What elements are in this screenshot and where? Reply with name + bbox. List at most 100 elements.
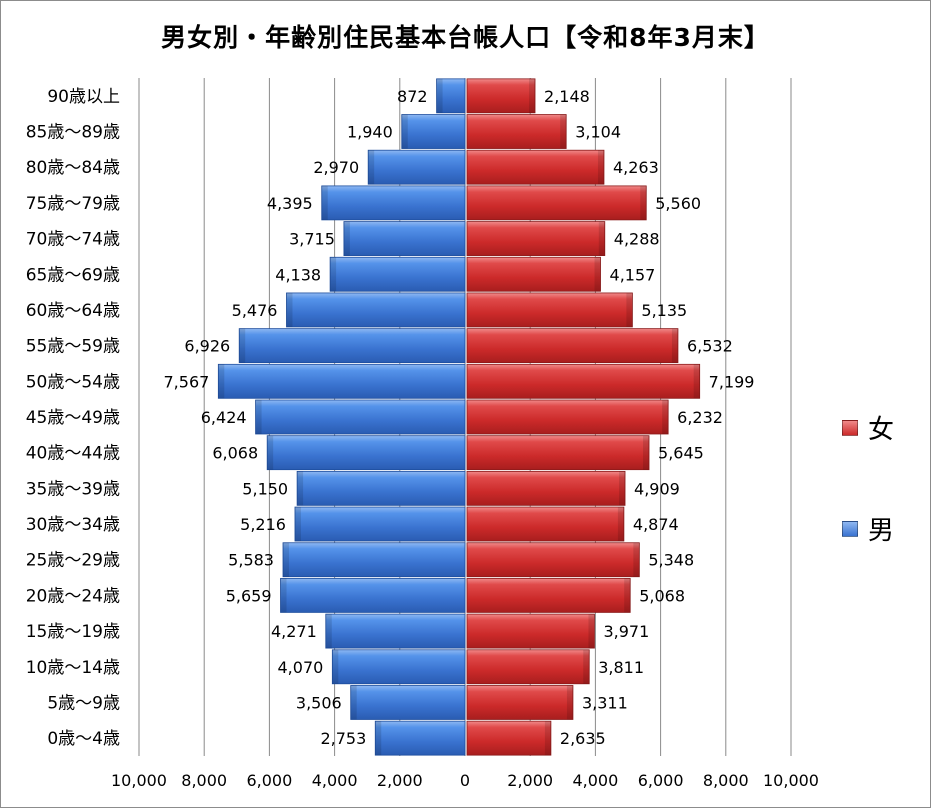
data-label-female: 5,560	[655, 194, 701, 213]
bar-male-shade	[368, 150, 375, 185]
data-label-male: 3,506	[296, 693, 342, 712]
bar-female	[466, 649, 590, 685]
bar-male	[238, 328, 466, 364]
x-tick-label: 8,000	[703, 771, 749, 790]
data-label-female: 4,288	[614, 230, 660, 249]
data-label-male: 4,070	[278, 658, 324, 677]
bar-female	[466, 720, 552, 756]
bar-female	[466, 399, 669, 435]
bar-female	[466, 685, 574, 720]
bar-female	[466, 292, 633, 328]
x-tick-label: 4,000	[312, 771, 358, 790]
data-label-female: 5,348	[648, 551, 694, 570]
bar-female-shade	[560, 114, 567, 149]
bar-male	[367, 149, 466, 185]
data-label-female: 4,909	[634, 479, 680, 498]
data-label-female: 2,148	[544, 87, 590, 106]
data-label-female: 4,874	[633, 515, 679, 534]
bar-male	[436, 78, 466, 114]
data-label-female: 4,157	[610, 265, 656, 284]
bar-female	[466, 363, 701, 399]
data-label-female: 7,199	[709, 372, 755, 391]
x-tick-label: 6,000	[638, 771, 684, 790]
y-category-label: 50歳～54歳	[26, 372, 120, 392]
bar-male	[296, 470, 466, 506]
bar-male	[350, 685, 466, 720]
bar-male	[217, 363, 466, 399]
bar-female	[466, 328, 679, 364]
y-category-label: 15歳～19歳	[26, 622, 120, 642]
bar-female	[466, 221, 606, 256]
bar-male	[374, 720, 466, 756]
bar-male-shade	[218, 364, 225, 399]
y-category-label: 55歳～59歳	[26, 337, 120, 357]
data-label-female: 5,135	[641, 301, 687, 320]
data-label-female: 2,635	[560, 729, 606, 748]
bar-male-shade	[375, 721, 382, 756]
data-label-male: 5,476	[232, 301, 278, 320]
bar-female-shade	[566, 685, 573, 720]
bar-male	[321, 185, 466, 221]
bar-female-shade	[643, 435, 650, 470]
y-category-label: 35歳～39歳	[26, 479, 120, 499]
x-tick-label: 2,000	[377, 771, 423, 790]
y-category-label: 70歳～74歳	[26, 230, 120, 250]
y-category-label: 60歳～64歳	[26, 301, 120, 321]
bar-female-shade	[693, 364, 700, 399]
bar-female	[466, 78, 536, 114]
legend-item-male: 男	[842, 510, 894, 547]
data-label-male: 4,138	[275, 265, 321, 284]
data-label-male: 5,583	[228, 551, 274, 570]
bar-male	[255, 399, 466, 435]
bar-male-shade	[282, 542, 289, 577]
bar-male	[294, 506, 466, 542]
data-label-male: 4,271	[271, 622, 317, 641]
bar-female-shade	[617, 507, 624, 542]
data-label-female: 3,811	[598, 658, 644, 677]
bar-male	[329, 256, 466, 292]
legend-swatch-female	[842, 419, 858, 436]
data-label-male: 2,753	[320, 729, 366, 748]
data-label-female: 3,971	[603, 622, 649, 641]
bar-male	[331, 649, 466, 685]
data-label-male: 6,424	[201, 408, 247, 427]
bar-female-shade	[529, 78, 536, 113]
bar-female	[466, 542, 640, 578]
x-tick-label: 10,000	[763, 771, 819, 790]
bar-female-shade	[633, 542, 640, 577]
bar-female-shade	[624, 578, 631, 613]
bar-male	[280, 578, 466, 613]
x-tick-label: 4,000	[572, 771, 618, 790]
bar-male-shade	[267, 435, 274, 470]
bar-male	[343, 221, 466, 256]
bar-male-shade	[255, 400, 262, 434]
data-label-male: 872	[397, 87, 428, 106]
bar-female-shade	[588, 614, 595, 649]
x-tick-label: 0	[460, 771, 470, 790]
bar-female-shade	[583, 649, 590, 684]
bar-male-shade	[280, 578, 287, 613]
y-category-label: 90歳以上	[47, 87, 120, 107]
bar-male	[266, 435, 466, 471]
data-label-male: 6,926	[184, 337, 230, 356]
data-label-female: 5,068	[639, 586, 685, 605]
bar-female-shade	[597, 150, 604, 185]
bar-female-shade	[662, 400, 669, 434]
bar-female	[466, 470, 626, 506]
bar-female	[466, 613, 595, 649]
bar-male-shade	[332, 649, 339, 684]
data-label-male: 5,216	[240, 515, 286, 534]
bar-female	[466, 114, 567, 149]
bar-female-shade	[544, 721, 551, 756]
bar-male-shade	[294, 507, 301, 542]
y-category-label: 75歳～79歳	[26, 194, 120, 214]
bar-female	[466, 435, 650, 471]
legend-label-male: 男	[868, 516, 895, 546]
bar-male-shade	[239, 328, 246, 363]
bar-male	[282, 542, 466, 578]
legend-swatch-male	[842, 520, 858, 537]
bar-female-shade	[640, 185, 647, 220]
bar-male-shade	[325, 614, 332, 649]
y-category-label: 45歳～49歳	[26, 408, 120, 428]
